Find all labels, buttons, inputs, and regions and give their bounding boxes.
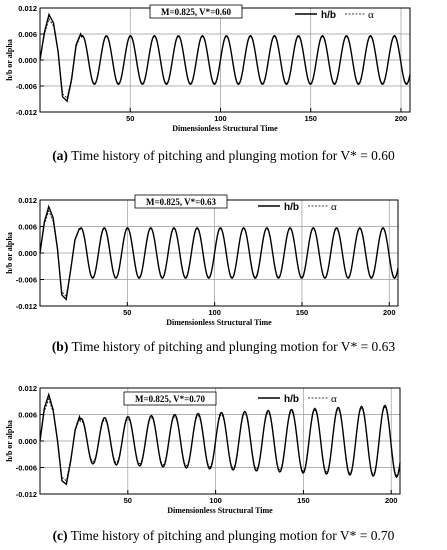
series-hb-line (39, 392, 401, 486)
annotation-text: M=0.825, V*=0.63 (146, 197, 217, 207)
x-tick-label: 200 (385, 496, 398, 505)
y-tick-label: -0.006 (16, 464, 37, 473)
chart-c: 0.012 0.006 0.000 -0.006 -0.012 50 100 150 200 Di… (5, 384, 401, 515)
y-axis-label: h/b or alpha (5, 420, 14, 462)
y-tick-label: 0.006 (18, 223, 37, 232)
caption-c-label: (c) (52, 528, 68, 543)
y-tick-label: 0.012 (18, 384, 37, 393)
y-tick-label: -0.012 (16, 302, 37, 311)
caption-a-label: (a) (52, 148, 68, 163)
x-tick-label: 200 (383, 308, 396, 317)
y-tick-label: -0.006 (16, 276, 37, 285)
x-tick-label: 50 (123, 308, 131, 317)
y-tick-label: 0.006 (18, 30, 37, 39)
chart-b: 0.012 0.006 0.000 -0.006 -0.012 50 100 150 200 Di… (5, 194, 399, 327)
y-axis-label: h/b or alpha (5, 39, 14, 81)
y-tick-label: 0.012 (18, 196, 37, 205)
y-tick-label: 0.012 (18, 4, 37, 13)
caption-c-text: Time history of pitching and plunging mo… (67, 528, 395, 543)
legend-alpha-label: α (331, 393, 337, 405)
x-tick-label: 150 (296, 308, 309, 317)
chart-panel-c: 0.012 0.006 0.000 -0.006 -0.012 50 100 150 200 Di… (0, 376, 447, 550)
x-tick-label: 150 (297, 496, 310, 505)
y-tick-label: 0.000 (18, 56, 37, 65)
caption-b-label: (b) (51, 339, 69, 354)
legend-hb-label: h/b (284, 202, 299, 213)
x-axis-label: Dimensionless Structural Time (172, 124, 278, 133)
y-tick-label: -0.012 (16, 490, 37, 499)
y-axis-label: h/b or alpha (5, 232, 14, 274)
y-tick-label: 0.006 (18, 411, 37, 420)
chart-panel-b: 0.012 0.006 0.000 -0.006 -0.012 50 100 150 200 Di… (0, 188, 447, 360)
x-tick-label: 100 (209, 496, 222, 505)
x-tick-label: 50 (126, 114, 134, 123)
caption-b: (b) Time history of pitching and plungin… (0, 339, 447, 355)
x-axis-label: Dimensionless Structural Time (167, 506, 273, 515)
caption-b-text: Time history of pitching and plunging mo… (68, 339, 396, 354)
series-alpha-line (39, 209, 399, 298)
legend-hb-label: h/b (284, 394, 299, 405)
x-axis-label: Dimensionless Structural Time (166, 318, 272, 327)
caption-a: (a) Time history of pitching and plungin… (0, 148, 447, 164)
annotation-box (123, 391, 217, 406)
series-alpha-line (39, 17, 411, 99)
annotation-box (134, 194, 228, 209)
caption-a-text: Time history of pitching and plunging mo… (67, 148, 395, 163)
y-tick-label: -0.006 (16, 82, 37, 91)
legend-alpha-label: α (368, 9, 374, 21)
legend-alpha-label: α (331, 201, 337, 213)
y-tick-label: 0.000 (18, 437, 37, 446)
caption-c: (c) Time history of pitching and plungin… (0, 528, 447, 544)
y-tick-label: 0.000 (18, 249, 37, 258)
annotation-box (149, 4, 243, 19)
chart-a: 0.012 0.006 0.000 -0.006 -0.012 50 100 150 200 Di… (5, 4, 411, 133)
series-alpha-line (39, 397, 401, 482)
series-hb-line (39, 12, 411, 103)
chart-panel-a: 0.012 0.006 0.000 -0.006 -0.012 50 100 150 200 Di… (0, 0, 447, 165)
x-tick-label: 150 (304, 114, 317, 123)
x-tick-label: 50 (124, 496, 132, 505)
x-tick-label: 100 (208, 308, 221, 317)
x-tick-label: 200 (395, 114, 408, 123)
legend-hb-label: h/b (321, 10, 336, 21)
annotation-text: M=0.825, V*=0.70 (135, 394, 206, 404)
x-tick-label: 100 (214, 114, 227, 123)
y-tick-label: -0.012 (16, 108, 37, 117)
annotation-text: M=0.825, V*=0.60 (161, 7, 232, 17)
